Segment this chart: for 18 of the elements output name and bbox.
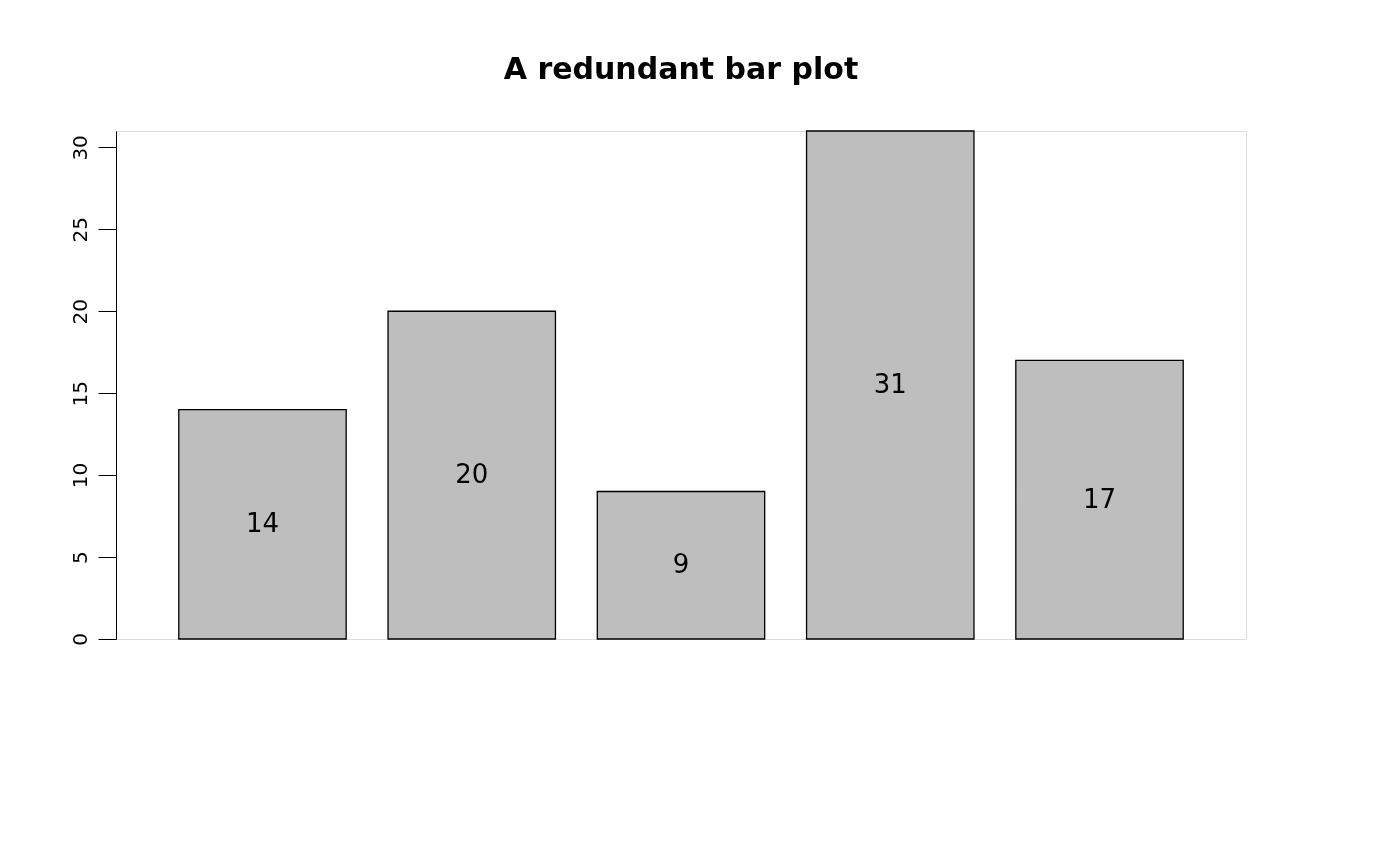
y-tick-label: 25 bbox=[67, 217, 92, 243]
y-tick-label: 10 bbox=[67, 462, 92, 489]
data-label: 20 bbox=[455, 459, 489, 490]
bar bbox=[805, 130, 975, 640]
data-label: 31 bbox=[873, 369, 907, 399]
y-tick-label: 15 bbox=[67, 380, 92, 407]
bar bbox=[1015, 359, 1184, 640]
data-label: 17 bbox=[1082, 483, 1117, 514]
y-tick-label: 30 bbox=[67, 135, 92, 161]
bar bbox=[596, 490, 766, 640]
y-tick-label: 5 bbox=[67, 551, 92, 564]
y-tick-label: 0 bbox=[67, 633, 92, 646]
data-label: 14 bbox=[245, 508, 280, 539]
bar bbox=[178, 408, 347, 640]
bar bbox=[387, 310, 557, 640]
data-label: 9 bbox=[672, 549, 690, 580]
chart-title: A redundant bar plot bbox=[503, 51, 859, 87]
y-tick-label: 20 bbox=[67, 299, 92, 325]
